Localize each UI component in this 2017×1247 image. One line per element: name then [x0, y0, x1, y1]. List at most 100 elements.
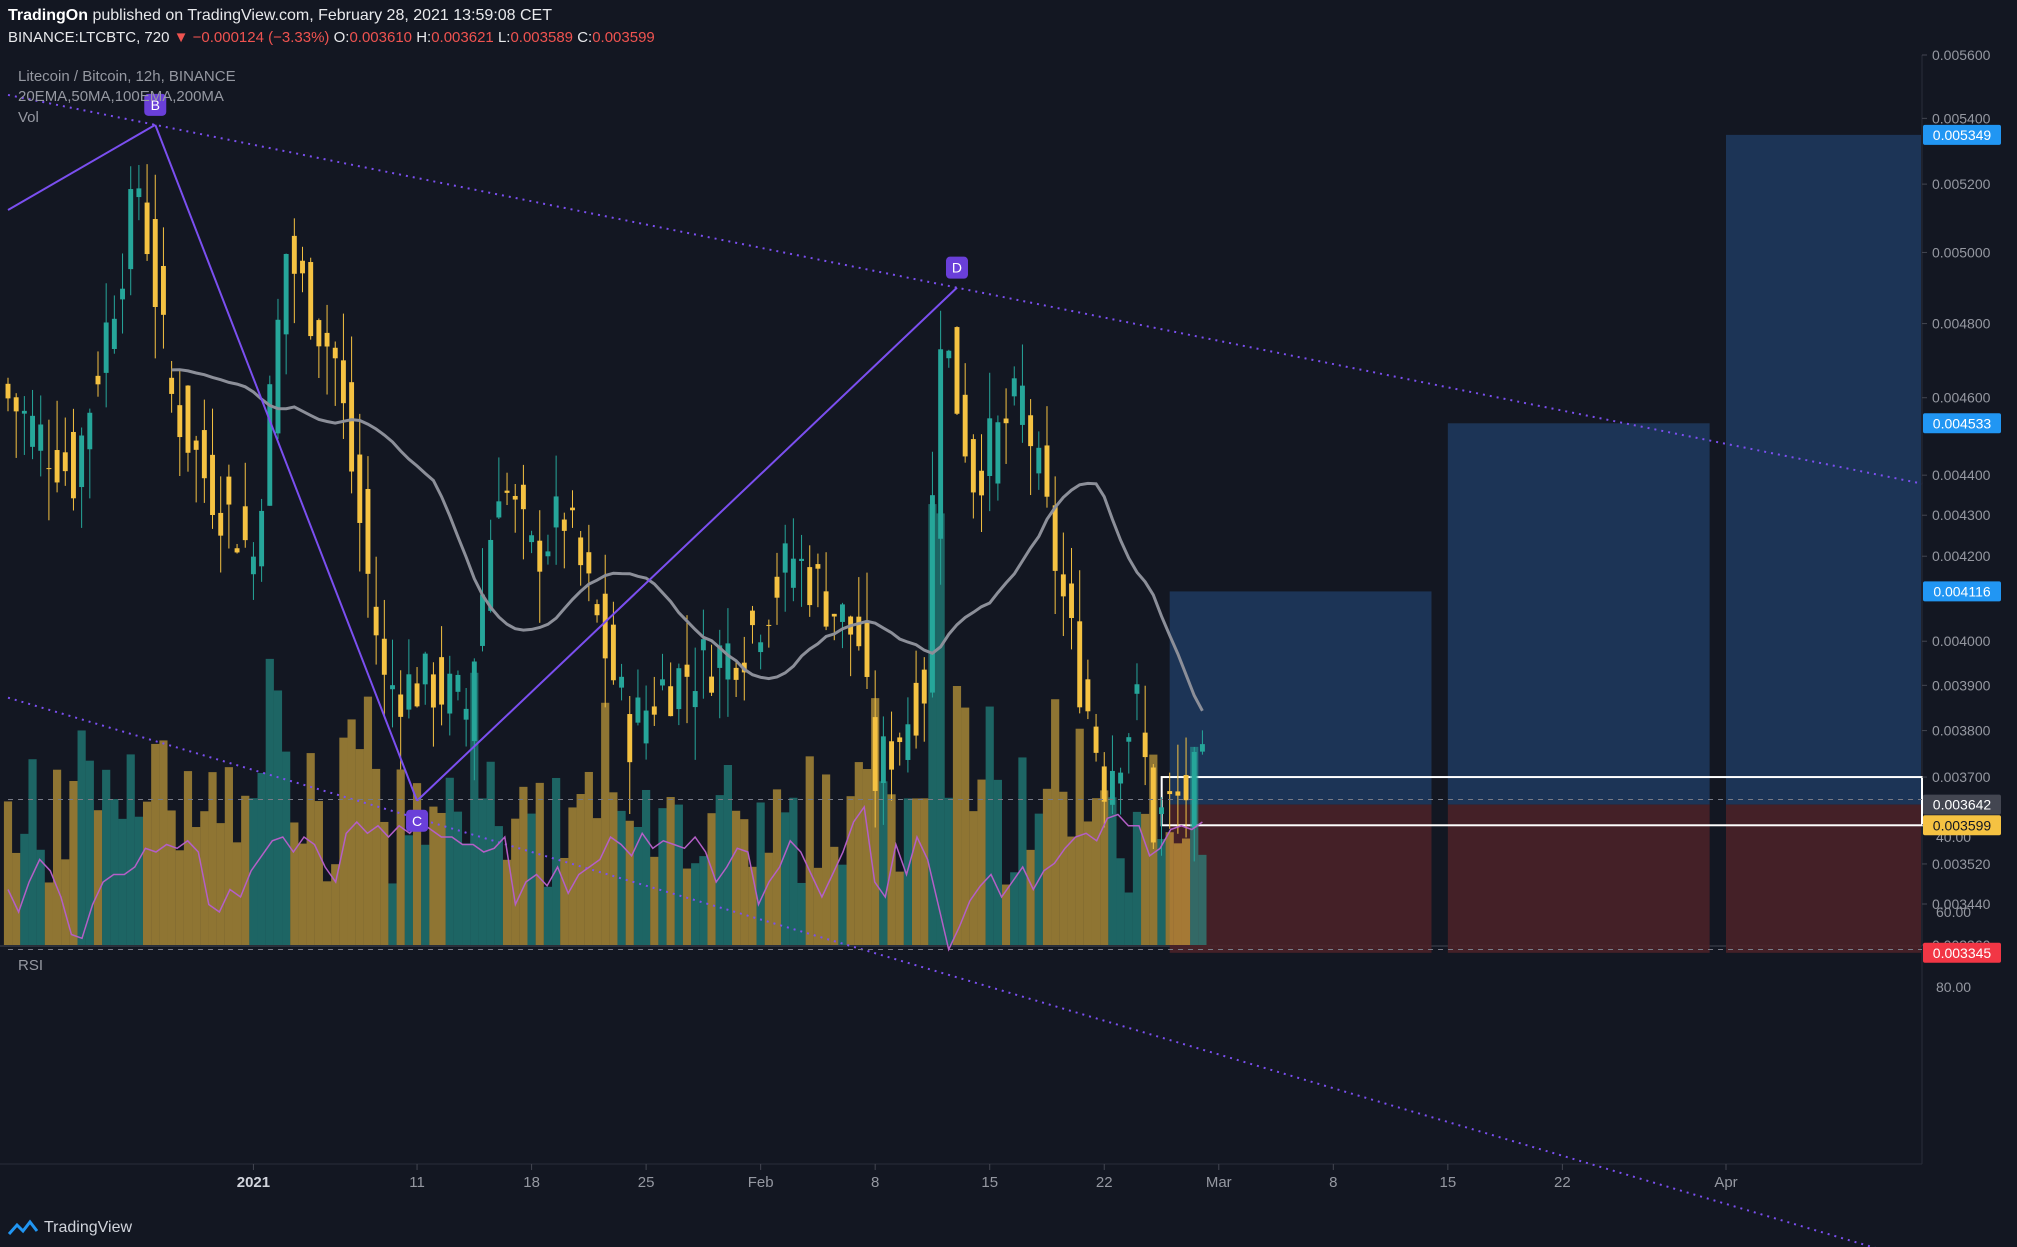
volume-bar [682, 868, 692, 945]
pattern-point-marker [144, 93, 167, 116]
volume-bar [781, 812, 790, 945]
volume-bar [642, 789, 651, 945]
volume-bar [396, 769, 405, 945]
volume-bar [44, 882, 53, 945]
candle-body [398, 694, 404, 717]
candle-body [1085, 679, 1091, 712]
time-tick-label: 8 [871, 1174, 879, 1191]
author-name[interactable]: TradingOn [8, 7, 88, 24]
volume-bar [756, 802, 765, 945]
volume-bar [822, 774, 831, 945]
candle-body [643, 710, 649, 744]
candle-body [283, 253, 289, 335]
time-tick-label: 8 [1329, 1174, 1337, 1191]
volume-bar [470, 672, 479, 945]
volume-bar [1141, 813, 1150, 945]
volume-bar [691, 863, 700, 945]
volume-bar [920, 798, 929, 945]
pattern-point-marker [406, 809, 429, 832]
candle-body [349, 382, 355, 472]
volume-bar [993, 779, 1002, 945]
candle-body [668, 686, 674, 717]
candle-body [1159, 807, 1164, 815]
candle-body [324, 332, 330, 347]
moving-average-line [171, 368, 1204, 712]
candle-body [512, 495, 518, 500]
candle-body [660, 679, 665, 686]
candle-body [840, 604, 845, 622]
price-label-tag [1923, 942, 2001, 963]
price-tick-label: 0.004200 [1932, 548, 1991, 564]
volume-bar [838, 864, 847, 945]
price-label-text: 0.003642 [1933, 797, 1992, 813]
volume-bar [445, 777, 454, 945]
target-zone [1169, 591, 1432, 805]
candle-body [684, 664, 690, 677]
candle-body [201, 430, 207, 479]
price-label-tag [1923, 815, 2001, 836]
volume-bar [404, 835, 413, 945]
candle-body [373, 606, 379, 636]
volume-bar [1059, 791, 1068, 945]
pair-legend[interactable]: Litecoin / Bitcoin, 12h, BINANCE [18, 68, 236, 85]
volume-bar [568, 807, 577, 945]
candle-body [480, 594, 485, 646]
volume-bar [772, 789, 782, 945]
price-tick-label: 0.005400 [1932, 110, 1991, 126]
volume-bar [453, 811, 463, 945]
volume-bar [93, 810, 103, 945]
candle-body [872, 717, 878, 791]
candle-body [38, 424, 44, 451]
price-tick-label: 0.003440 [1932, 896, 1991, 912]
indicator-legend[interactable]: 20EMA,50MA,100EMA,200MA [18, 88, 224, 105]
rsi-legend[interactable]: RSI [18, 957, 44, 974]
time-tick-label: 25 [638, 1174, 655, 1191]
volume-bar [126, 754, 135, 945]
candle-body [627, 714, 633, 763]
price-tick-label: 0.004000 [1932, 633, 1991, 649]
candle-body [692, 691, 698, 708]
volume-bar [347, 719, 356, 945]
volume-bar [584, 771, 593, 945]
price-tick-label: 0.005200 [1932, 176, 1991, 192]
volume-bar [486, 761, 495, 945]
candle-body [807, 567, 813, 606]
volume-bar [552, 777, 561, 945]
volume-bar [192, 827, 201, 945]
candle-body [676, 668, 682, 710]
volume-bar [134, 816, 143, 945]
candle-body [300, 260, 305, 274]
time-tick-label: Mar [1206, 1174, 1232, 1191]
candle-body [1175, 791, 1181, 796]
candle-body [750, 610, 755, 626]
candle-body [799, 558, 805, 562]
candle-body [1052, 505, 1058, 571]
volume-bar [650, 856, 659, 945]
o-label: O: [333, 29, 350, 46]
price-label-text: 0.004116 [1933, 583, 1991, 599]
candle-body [234, 548, 240, 553]
l-value: 0.003589 [510, 29, 574, 46]
volume-bar [797, 882, 806, 945]
volume-legend[interactable]: Vol [18, 109, 39, 126]
candle-body [1077, 621, 1083, 708]
volume-bar [372, 768, 381, 945]
price-tick-label: 0.004300 [1932, 507, 1991, 523]
volume-bar [609, 792, 618, 945]
price-label-text: 0.005349 [1933, 127, 1992, 143]
price-tick-label: 0.005000 [1932, 244, 1991, 260]
volume-bar [952, 686, 962, 945]
candle-body [831, 613, 837, 617]
volume-bar [478, 798, 487, 945]
candle-body [422, 653, 428, 685]
candle-body [1093, 726, 1099, 753]
candle-body [414, 683, 420, 707]
volume-bar [52, 769, 62, 945]
volume-bar [805, 756, 814, 945]
candle-body [340, 360, 346, 404]
candle-body [921, 669, 927, 704]
volume-bar [846, 796, 855, 945]
pattern-point-label: B [151, 97, 160, 113]
pattern-leg [7, 123, 156, 211]
